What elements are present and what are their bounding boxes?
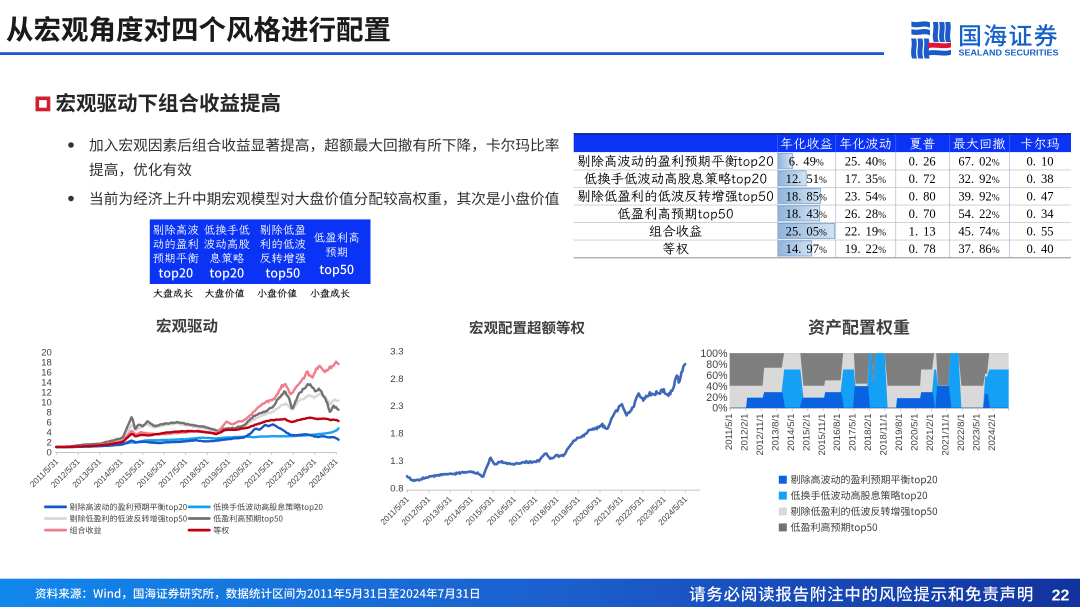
- svg-text:20%: 20%: [706, 392, 728, 404]
- svg-text:1.3: 1.3: [390, 456, 403, 467]
- svg-text:1.8: 1.8: [390, 429, 403, 440]
- svg-text:1. 13: 1. 13: [909, 224, 936, 238]
- svg-text:2017/5/1: 2017/5/1: [848, 414, 859, 451]
- svg-text:22. 19%: 22. 19%: [845, 224, 886, 238]
- svg-text:2023/5/1: 2023/5/1: [971, 414, 982, 451]
- svg-text:2.8: 2.8: [390, 374, 403, 385]
- svg-text:12: 12: [41, 387, 52, 398]
- svg-text:8: 8: [47, 407, 52, 418]
- svg-text:0: 0: [47, 447, 52, 458]
- svg-text:2021/11/1: 2021/11/1: [941, 414, 952, 456]
- svg-text:2014/5/1: 2014/5/1: [786, 414, 797, 451]
- svg-text:SEALAND SECURITIES: SEALAND SECURITIES: [959, 48, 1059, 58]
- svg-text:60%: 60%: [706, 370, 728, 382]
- svg-text:2.3: 2.3: [390, 401, 403, 412]
- svg-text:2018/2/1: 2018/2/1: [863, 414, 874, 451]
- svg-text:0%: 0%: [712, 403, 728, 415]
- svg-text:2: 2: [47, 437, 52, 448]
- svg-text:2015/2/1: 2015/2/1: [801, 414, 812, 451]
- svg-text:3.3: 3.3: [390, 346, 403, 357]
- svg-text:67. 02%: 67. 02%: [958, 154, 999, 168]
- svg-text:0. 34: 0. 34: [1026, 207, 1054, 221]
- svg-text:22: 22: [1052, 587, 1070, 604]
- svg-text:16: 16: [41, 367, 52, 378]
- svg-text:54. 22%: 54. 22%: [958, 207, 999, 221]
- svg-text:2019/8/1: 2019/8/1: [894, 414, 905, 451]
- svg-text:2012/2/1: 2012/2/1: [740, 414, 751, 451]
- svg-text:10: 10: [41, 397, 52, 408]
- svg-text:25. 40%: 25. 40%: [845, 154, 886, 168]
- svg-text:26. 28%: 26. 28%: [845, 207, 886, 221]
- svg-text:4: 4: [47, 427, 52, 438]
- svg-text:2020/5/1: 2020/5/1: [910, 414, 921, 451]
- svg-text:40%: 40%: [706, 381, 728, 393]
- svg-text:12. 51%: 12. 51%: [786, 172, 827, 186]
- svg-text:45. 74%: 45. 74%: [958, 224, 999, 238]
- svg-text:0. 40: 0. 40: [1026, 242, 1053, 256]
- svg-text:80%: 80%: [706, 359, 728, 371]
- svg-text:0. 10: 0. 10: [1026, 154, 1053, 168]
- svg-text:19. 22%: 19. 22%: [845, 242, 886, 256]
- svg-text:18. 43%: 18. 43%: [786, 207, 827, 221]
- svg-text:2021/2/1: 2021/2/1: [925, 414, 936, 451]
- svg-text:6. 49%: 6. 49%: [789, 154, 824, 168]
- svg-text:0. 38: 0. 38: [1026, 172, 1053, 186]
- svg-text:14. 97%: 14. 97%: [786, 242, 827, 256]
- svg-text:2011/5/1: 2011/5/1: [724, 414, 735, 451]
- svg-text:20: 20: [41, 347, 52, 358]
- svg-text:2022/8/1: 2022/8/1: [956, 414, 967, 451]
- svg-text:2024/2/1: 2024/2/1: [987, 414, 998, 451]
- svg-text:18. 85%: 18. 85%: [786, 189, 827, 203]
- svg-text:6: 6: [47, 417, 52, 428]
- svg-text:2012/11/1: 2012/11/1: [755, 414, 766, 456]
- svg-text:39. 92%: 39. 92%: [958, 189, 999, 203]
- svg-text:0. 47: 0. 47: [1026, 189, 1053, 203]
- svg-text:14: 14: [41, 377, 52, 388]
- svg-text:37. 86%: 37. 86%: [958, 242, 999, 256]
- svg-text:2015/11/1: 2015/11/1: [817, 414, 828, 456]
- svg-text:2013/8/1: 2013/8/1: [770, 414, 781, 451]
- svg-text:23. 54%: 23. 54%: [845, 189, 886, 203]
- svg-text:2016/8/1: 2016/8/1: [832, 414, 843, 451]
- svg-text:0. 80: 0. 80: [909, 189, 936, 203]
- svg-text:0. 26: 0. 26: [909, 154, 936, 168]
- svg-text:18: 18: [41, 357, 52, 368]
- svg-text:0. 70: 0. 70: [909, 207, 936, 221]
- svg-text:0.8: 0.8: [390, 483, 403, 494]
- svg-text:0. 55: 0. 55: [1026, 224, 1053, 238]
- svg-text:0. 72: 0. 72: [909, 172, 936, 186]
- svg-text:100%: 100%: [700, 348, 728, 360]
- svg-text:17. 35%: 17. 35%: [845, 172, 886, 186]
- svg-text:25. 05%: 25. 05%: [786, 224, 827, 238]
- svg-text:0. 78: 0. 78: [909, 242, 936, 256]
- svg-text:32. 92%: 32. 92%: [958, 172, 999, 186]
- svg-text:2018/11/1: 2018/11/1: [879, 414, 890, 456]
